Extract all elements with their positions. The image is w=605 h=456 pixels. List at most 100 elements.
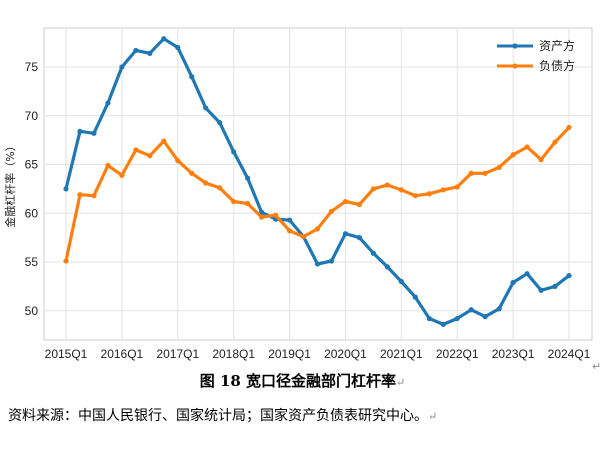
legend-label: 资产方 bbox=[539, 38, 575, 53]
series-assets bbox=[63, 36, 572, 327]
source-note-text: 资料来源：中国人民银行、国家统计局；国家资产负债表研究中心。 bbox=[8, 408, 428, 424]
data-point bbox=[175, 158, 181, 164]
x-tick-label: 2023Q1 bbox=[492, 347, 535, 361]
data-point bbox=[91, 193, 97, 199]
data-point bbox=[245, 175, 251, 181]
data-point bbox=[147, 153, 153, 159]
x-tick-label: 2016Q1 bbox=[101, 347, 144, 361]
data-point bbox=[203, 180, 209, 186]
data-point bbox=[496, 164, 502, 171]
data-point bbox=[468, 307, 474, 313]
data-point bbox=[426, 191, 432, 197]
data-point bbox=[482, 170, 488, 176]
axes: 50 55 60 65 70 75 2015Q1 2016Q1 2017Q1 2018Q1 2019… bbox=[25, 60, 591, 361]
data-point bbox=[440, 321, 446, 327]
data-point bbox=[189, 170, 195, 176]
data-point bbox=[356, 235, 363, 241]
data-point bbox=[231, 198, 237, 205]
data-point bbox=[119, 64, 125, 70]
y-tick-label: 65 bbox=[25, 158, 39, 172]
data-point bbox=[133, 47, 139, 54]
x-tick-label: 2021Q1 bbox=[380, 347, 423, 361]
x-tick-label: 2015Q1 bbox=[45, 347, 88, 361]
series-liabilities bbox=[63, 124, 572, 264]
data-point bbox=[189, 74, 195, 80]
data-point bbox=[328, 258, 335, 264]
data-point bbox=[342, 231, 349, 237]
legend-label: 负债方 bbox=[539, 58, 575, 73]
data-point bbox=[398, 278, 404, 285]
data-point bbox=[426, 315, 432, 322]
data-point bbox=[454, 315, 460, 322]
series-group bbox=[63, 36, 572, 327]
data-point bbox=[510, 152, 516, 158]
data-point bbox=[77, 192, 83, 198]
corner-paragraph-mark-icon: ↵ bbox=[592, 360, 602, 373]
data-point bbox=[147, 50, 153, 56]
data-point bbox=[286, 217, 293, 223]
data-point bbox=[496, 306, 502, 312]
data-point bbox=[510, 279, 516, 286]
data-point bbox=[91, 130, 97, 136]
data-point bbox=[328, 208, 335, 214]
legend-marker bbox=[512, 63, 518, 69]
data-point bbox=[384, 182, 390, 188]
plot-area bbox=[43, 27, 593, 341]
data-point bbox=[370, 250, 376, 256]
data-point bbox=[63, 186, 69, 192]
data-point bbox=[217, 185, 223, 191]
data-point bbox=[412, 294, 418, 300]
data-point bbox=[105, 162, 111, 169]
y-tick-label: 55 bbox=[25, 255, 39, 269]
data-point bbox=[342, 198, 349, 205]
data-point bbox=[482, 314, 488, 320]
data-point bbox=[63, 258, 69, 264]
data-point bbox=[440, 187, 446, 193]
data-point bbox=[384, 264, 390, 270]
data-point bbox=[161, 36, 167, 42]
data-point bbox=[314, 261, 321, 267]
data-point bbox=[398, 187, 404, 193]
data-point bbox=[231, 149, 237, 155]
y-tick-label: 60 bbox=[25, 206, 39, 220]
data-point bbox=[259, 214, 265, 220]
data-point bbox=[356, 201, 363, 208]
x-tick-label: 2018Q1 bbox=[212, 347, 255, 361]
x-tick-label: 2017Q1 bbox=[156, 347, 199, 361]
data-point bbox=[524, 144, 530, 150]
data-point bbox=[566, 273, 572, 279]
x-tick-label: 2020Q1 bbox=[324, 347, 367, 361]
data-point bbox=[538, 157, 544, 163]
data-point bbox=[566, 124, 572, 131]
data-point bbox=[538, 287, 544, 293]
data-point bbox=[259, 209, 265, 215]
paragraph-mark-icon: ↵ bbox=[428, 410, 438, 423]
data-point bbox=[119, 172, 125, 178]
y-tick-label: 75 bbox=[25, 60, 39, 74]
x-tick-label: 2019Q1 bbox=[268, 347, 311, 361]
data-point bbox=[454, 184, 460, 190]
data-point bbox=[77, 128, 83, 134]
y-tick-label: 70 bbox=[25, 109, 39, 123]
x-tick-label: 2024Q1 bbox=[548, 347, 591, 361]
legend-marker bbox=[512, 43, 518, 49]
data-point bbox=[552, 139, 558, 145]
data-point bbox=[203, 105, 209, 111]
y-tick-label: 50 bbox=[25, 304, 39, 318]
data-point bbox=[524, 271, 530, 277]
data-point bbox=[133, 147, 139, 153]
data-point bbox=[175, 44, 181, 51]
data-point bbox=[300, 234, 307, 240]
data-point bbox=[552, 283, 558, 289]
data-point bbox=[245, 200, 251, 207]
data-point bbox=[468, 170, 474, 176]
data-point bbox=[161, 138, 167, 144]
data-point bbox=[217, 119, 223, 126]
y-axis-title: 金融杠杆率（%） bbox=[3, 140, 17, 227]
data-point bbox=[272, 212, 279, 218]
data-point bbox=[412, 193, 418, 199]
paragraph-mark-icon: ↵ bbox=[396, 376, 406, 389]
source-note: 资料来源：中国人民银行、国家统计局；国家资产负债表研究中心。↵ bbox=[8, 405, 437, 425]
